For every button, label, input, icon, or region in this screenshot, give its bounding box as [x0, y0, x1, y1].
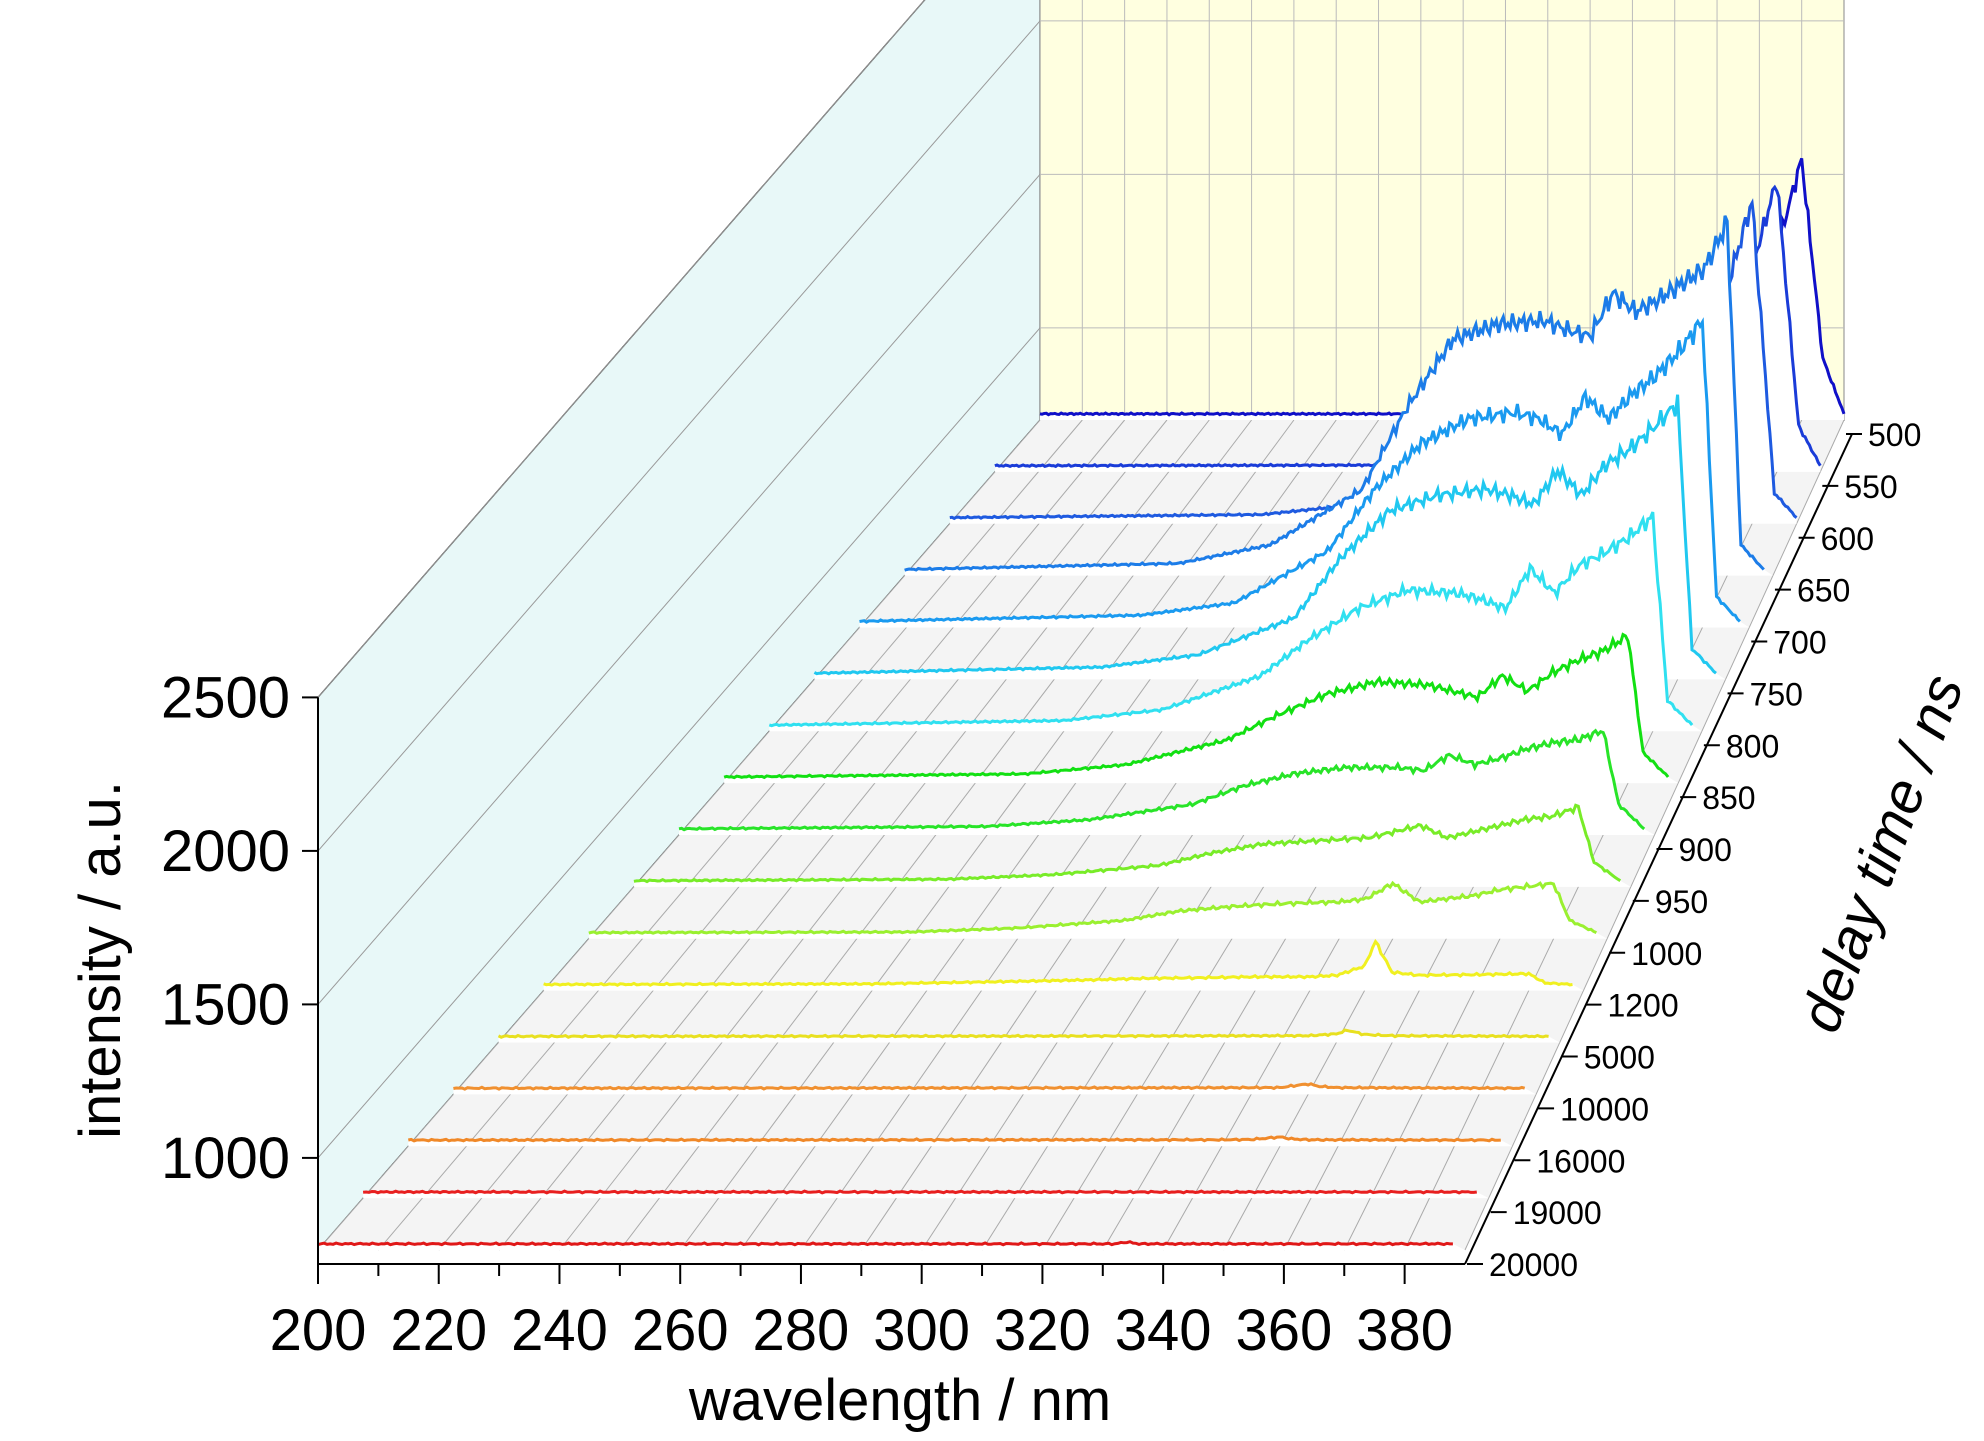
- z-tick-label: 500: [1868, 417, 1921, 453]
- z-tick-label: 800: [1726, 728, 1779, 764]
- z-tick-label: 550: [1844, 469, 1897, 505]
- series-line-20000: [317, 1240, 1453, 1247]
- series-line-800: [768, 511, 1694, 728]
- series-mask: [588, 883, 1608, 939]
- y-tick-label: 2500: [161, 665, 290, 730]
- series-line-1000: [588, 880, 1597, 935]
- series-mask: [724, 634, 1679, 784]
- z-tick-label: 5000: [1584, 1040, 1655, 1076]
- x-tick-label: 200: [270, 1298, 367, 1363]
- x-tick-label: 260: [632, 1298, 729, 1363]
- wall-gridline: [317, 0, 926, 698]
- y-axis-title: intensity / a.u.: [68, 781, 133, 1139]
- series-line-1200: [543, 938, 1573, 987]
- x-axis-title: wavelength / nm: [688, 1368, 1111, 1433]
- series-line-850: [723, 632, 1670, 780]
- z-tick-label: 20000: [1489, 1247, 1578, 1283]
- z-tick-label: 950: [1655, 884, 1708, 920]
- y-tick-label: 1500: [161, 972, 290, 1037]
- x-tick-label: 280: [753, 1298, 850, 1363]
- z-tick-label: 600: [1821, 521, 1874, 557]
- series-mask: [633, 805, 1631, 887]
- series-line-950: [633, 803, 1622, 884]
- chart-ticks: 200 220 240 260 280 300 320 340 360 380 1000 1500 20…: [161, 417, 1921, 1363]
- z-tick-label: 1200: [1607, 988, 1678, 1024]
- z-tick-label: 1000: [1631, 936, 1702, 972]
- wall-gridline: [317, 174, 1041, 1005]
- series-line-16000: [407, 1135, 1501, 1143]
- z-tick-label: 10000: [1560, 1091, 1649, 1127]
- series-line-650: [904, 215, 1765, 572]
- series-mask: [679, 730, 1655, 835]
- series-mask: [769, 512, 1702, 732]
- x-tick-label: 220: [390, 1298, 487, 1363]
- x-tick-label: 240: [511, 1298, 608, 1363]
- y-tick-label: 1000: [161, 1126, 290, 1191]
- z-axis-title: delay time / ns: [1787, 667, 1976, 1041]
- chart-series: [317, 157, 1846, 1250]
- series-line-700: [859, 317, 1741, 624]
- series-line-5000: [497, 1028, 1549, 1039]
- x-tick-label: 340: [1115, 1298, 1212, 1363]
- z-tick-label: 750: [1750, 676, 1803, 712]
- series-line-750: [813, 394, 1717, 676]
- z-tick-label: 700: [1773, 625, 1826, 661]
- x-tick-label: 320: [994, 1298, 1091, 1363]
- z-tick-label: 19000: [1513, 1195, 1602, 1231]
- series-mask: [543, 941, 1584, 991]
- wall-gridline: [317, 327, 1041, 1159]
- z-tick-label: 850: [1702, 780, 1755, 816]
- x-tick-label: 360: [1236, 1298, 1333, 1363]
- z-tick-label: 16000: [1536, 1143, 1625, 1179]
- series-line-900: [678, 728, 1646, 832]
- z-tick-label: 650: [1797, 573, 1850, 609]
- wall-gridline: [317, 20, 1041, 852]
- z-tick-label: 900: [1679, 832, 1732, 868]
- series-line-19000: [362, 1189, 1478, 1195]
- series-line-10000: [453, 1082, 1526, 1091]
- x-tick-label: 300: [873, 1298, 970, 1363]
- y-tick-label: 2000: [161, 819, 290, 884]
- x-tick-label: 380: [1356, 1298, 1453, 1363]
